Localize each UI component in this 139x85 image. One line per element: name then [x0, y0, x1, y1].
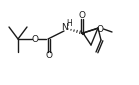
- Text: O: O: [79, 11, 85, 19]
- Text: H: H: [66, 19, 72, 28]
- Text: O: O: [45, 52, 53, 61]
- Text: O: O: [32, 35, 39, 44]
- Text: O: O: [96, 24, 104, 33]
- Text: N: N: [61, 23, 67, 32]
